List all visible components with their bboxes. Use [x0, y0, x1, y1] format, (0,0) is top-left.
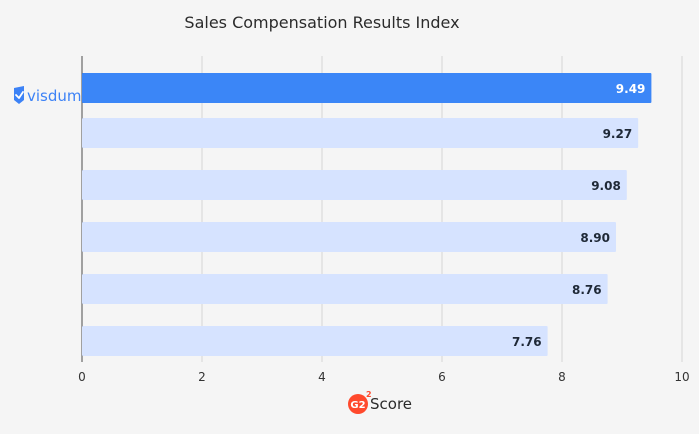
value-label-4: 8.90 — [580, 231, 610, 245]
g2-logo-icon — [348, 394, 368, 414]
value-label-6: 7.76 — [512, 335, 542, 349]
visdum-brand: visdum — [14, 86, 82, 105]
value-label-5: 8.76 — [572, 283, 602, 297]
bar-5 — [82, 274, 608, 304]
x-tick-label-8: 8 — [558, 370, 566, 384]
value-label-2: 9.27 — [603, 127, 633, 141]
axis-layer: 0 2 4 6 8 10 — [78, 370, 689, 384]
grid-layer — [81, 56, 683, 362]
x-tick-label-0: 0 — [78, 370, 86, 384]
labels-layer: 9.49 9.27 9.08 8.90 8.76 7.76 — [512, 82, 645, 349]
bar-4 — [82, 222, 616, 252]
x-tick-label-2: 2 — [198, 370, 206, 384]
g2-logo-text: G2 — [350, 400, 365, 411]
bar-6 — [82, 326, 548, 356]
x-tick-label-4: 4 — [318, 370, 326, 384]
visdum-logo-icon — [14, 86, 24, 104]
visdum-label: visdum — [27, 87, 82, 105]
x-axis-label: Score — [370, 395, 412, 413]
bar-2 — [82, 118, 639, 148]
value-label-3: 9.08 — [591, 179, 621, 193]
value-label-visdum: 9.49 — [616, 82, 646, 96]
bars-layer — [82, 73, 652, 356]
chart-title: Sales Compensation Results Index — [184, 13, 459, 32]
bar-visdum — [82, 73, 652, 103]
g2-score-label: G2 2 Score — [348, 390, 412, 414]
bar-3 — [82, 170, 627, 200]
x-tick-label-10: 10 — [674, 370, 689, 384]
x-tick-label-6: 6 — [438, 370, 446, 384]
visdum-logo-check-icon — [15, 91, 24, 99]
g2-logo-superscript: 2 — [366, 390, 372, 399]
